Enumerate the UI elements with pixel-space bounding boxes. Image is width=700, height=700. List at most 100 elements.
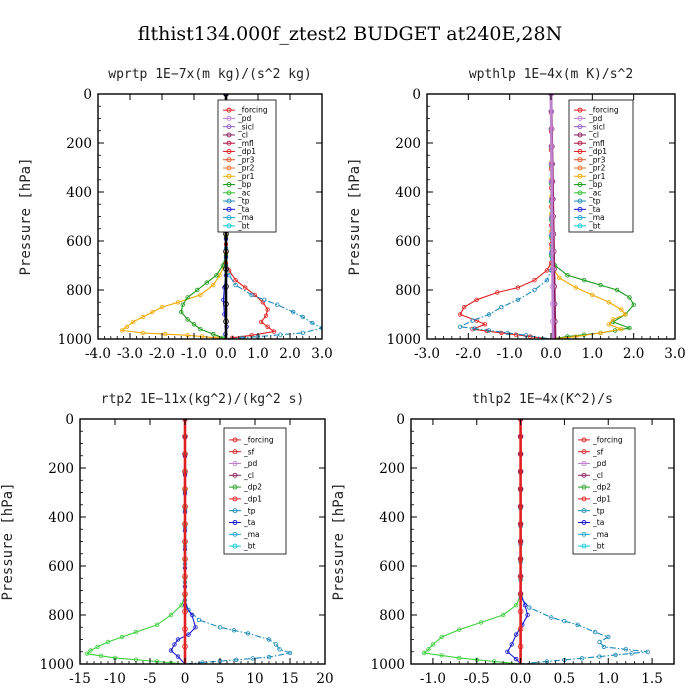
- data-point-tp: [470, 318, 475, 323]
- data-point-forcing: [182, 556, 188, 562]
- data-point-bp: [198, 327, 203, 332]
- data-point-pr1: [198, 292, 203, 298]
- legend-marker: [226, 115, 232, 121]
- x-tick-label: -1.0: [420, 671, 446, 687]
- x-tick-label: -2.0: [455, 346, 481, 362]
- data-point-tp: [319, 325, 322, 331]
- legend-label: _pr3: [237, 155, 255, 164]
- data-point-pr1: [130, 319, 136, 325]
- legend-marker: [577, 190, 583, 196]
- series-line-dp1: [85, 419, 186, 664]
- data-point-dp1: [84, 651, 90, 656]
- legend-label: _tp: [237, 197, 250, 206]
- legend-label: _tp: [592, 506, 605, 515]
- legend-marker: [577, 140, 583, 146]
- legend-label: _ta: [243, 518, 255, 527]
- legend-marker: [581, 437, 587, 443]
- data-point-forcing: [517, 643, 524, 650]
- data-point-pr3: [259, 319, 264, 325]
- x-tick-label: -1.0: [497, 346, 523, 362]
- legend-marker: [577, 107, 583, 113]
- x-tick-label: -2.0: [149, 346, 175, 362]
- data-point-tp: [226, 273, 232, 278]
- data-point-forcing: [223, 283, 229, 290]
- x-tick-label: -15: [69, 671, 91, 687]
- legend-marker: [581, 449, 587, 455]
- data-point-ta: [193, 625, 198, 630]
- series-line-tp: [520, 419, 648, 664]
- data-point-ta: [522, 603, 528, 608]
- data-point-pr3: [233, 278, 238, 283]
- data-point-forcing: [517, 591, 524, 597]
- data-point-tp: [606, 634, 611, 640]
- y-tick-label: 400: [66, 185, 92, 201]
- data-point-bp: [185, 317, 190, 322]
- data-point-pd: [549, 266, 556, 272]
- legend-label: _sf: [243, 447, 255, 456]
- legend-marker: [232, 437, 238, 443]
- data-point-dp1: [95, 644, 100, 650]
- legend-marker: [581, 472, 587, 478]
- data-point-forcing: [182, 486, 188, 492]
- legend-marker: [226, 173, 232, 179]
- legend-label: _bp: [588, 180, 603, 189]
- legend-marker: [232, 543, 238, 549]
- legend-label: _cl: [588, 131, 599, 140]
- data-point-dp1: [484, 328, 490, 334]
- data-point-bp: [191, 322, 197, 327]
- legend-label: _ma: [237, 213, 254, 222]
- data-point-bp: [204, 280, 209, 285]
- y-tick-label: 400: [395, 185, 421, 201]
- series-group: [421, 419, 650, 664]
- data-point-tp: [266, 637, 272, 642]
- x-tick-label: 0.0: [215, 346, 236, 362]
- figure-title: flthist134.000f_ztest2 BUDGET at240E,28N: [138, 23, 562, 45]
- data-point-forcing: [182, 626, 188, 632]
- data-point-pr3: [265, 324, 270, 329]
- legend-marker: [226, 190, 232, 196]
- data-point-forcing: [182, 591, 188, 597]
- data-point-ta: [175, 654, 181, 659]
- legend-marker: [577, 124, 583, 130]
- legend-marker: [226, 132, 232, 138]
- data-point-dp1: [462, 304, 467, 310]
- data-point-pr1: [606, 300, 612, 305]
- data-point-bp: [220, 335, 225, 339]
- y-axis-label: Pressure [hPa]: [18, 157, 34, 275]
- data-point-tp: [515, 297, 521, 302]
- data-point-pr3: [263, 313, 269, 318]
- legend-label: _dp2: [243, 483, 262, 492]
- legend-label: _pr1: [237, 172, 255, 181]
- data-point-forcing: [517, 556, 524, 562]
- legend-label: _pd: [237, 114, 252, 123]
- data-point-pr1: [159, 304, 165, 310]
- panel-title: wpthlp 1E−4x(m K)/s^2: [469, 67, 633, 82]
- data-point-pd: [549, 283, 556, 290]
- data-point-pr1: [210, 282, 216, 288]
- data-point-dp1: [439, 653, 444, 658]
- data-point-pd: [548, 126, 555, 132]
- data-point-ta: [509, 642, 514, 647]
- data-point-tp: [499, 304, 504, 310]
- y-tick-label: 1000: [58, 332, 92, 348]
- legend-label: _forcing: [237, 106, 268, 115]
- y-tick-label: 0: [83, 87, 92, 103]
- y-tick-label: 600: [379, 559, 405, 575]
- data-point-bp: [185, 295, 190, 300]
- x-tick-label: 20: [316, 671, 333, 687]
- data-point-tp: [266, 654, 272, 660]
- x-tick-label: -1.0: [181, 346, 207, 362]
- data-point-tp: [287, 650, 293, 656]
- legend-label: _ac: [588, 188, 601, 197]
- y-tick-label: 0: [65, 412, 74, 428]
- panel-title: thlp2 1E−4x(K^2)/s: [472, 392, 613, 407]
- series-line-pr3: [225, 94, 276, 339]
- data-point-forcing: [517, 451, 524, 457]
- series-line-pr1: [550, 94, 627, 339]
- legend-label: _forcing: [592, 436, 623, 445]
- data-point-dp1: [105, 639, 111, 645]
- legend-label: _cl: [237, 131, 248, 140]
- data-point-tp: [275, 302, 280, 307]
- data-point-dp1: [457, 312, 463, 317]
- data-point-ta: [189, 612, 195, 618]
